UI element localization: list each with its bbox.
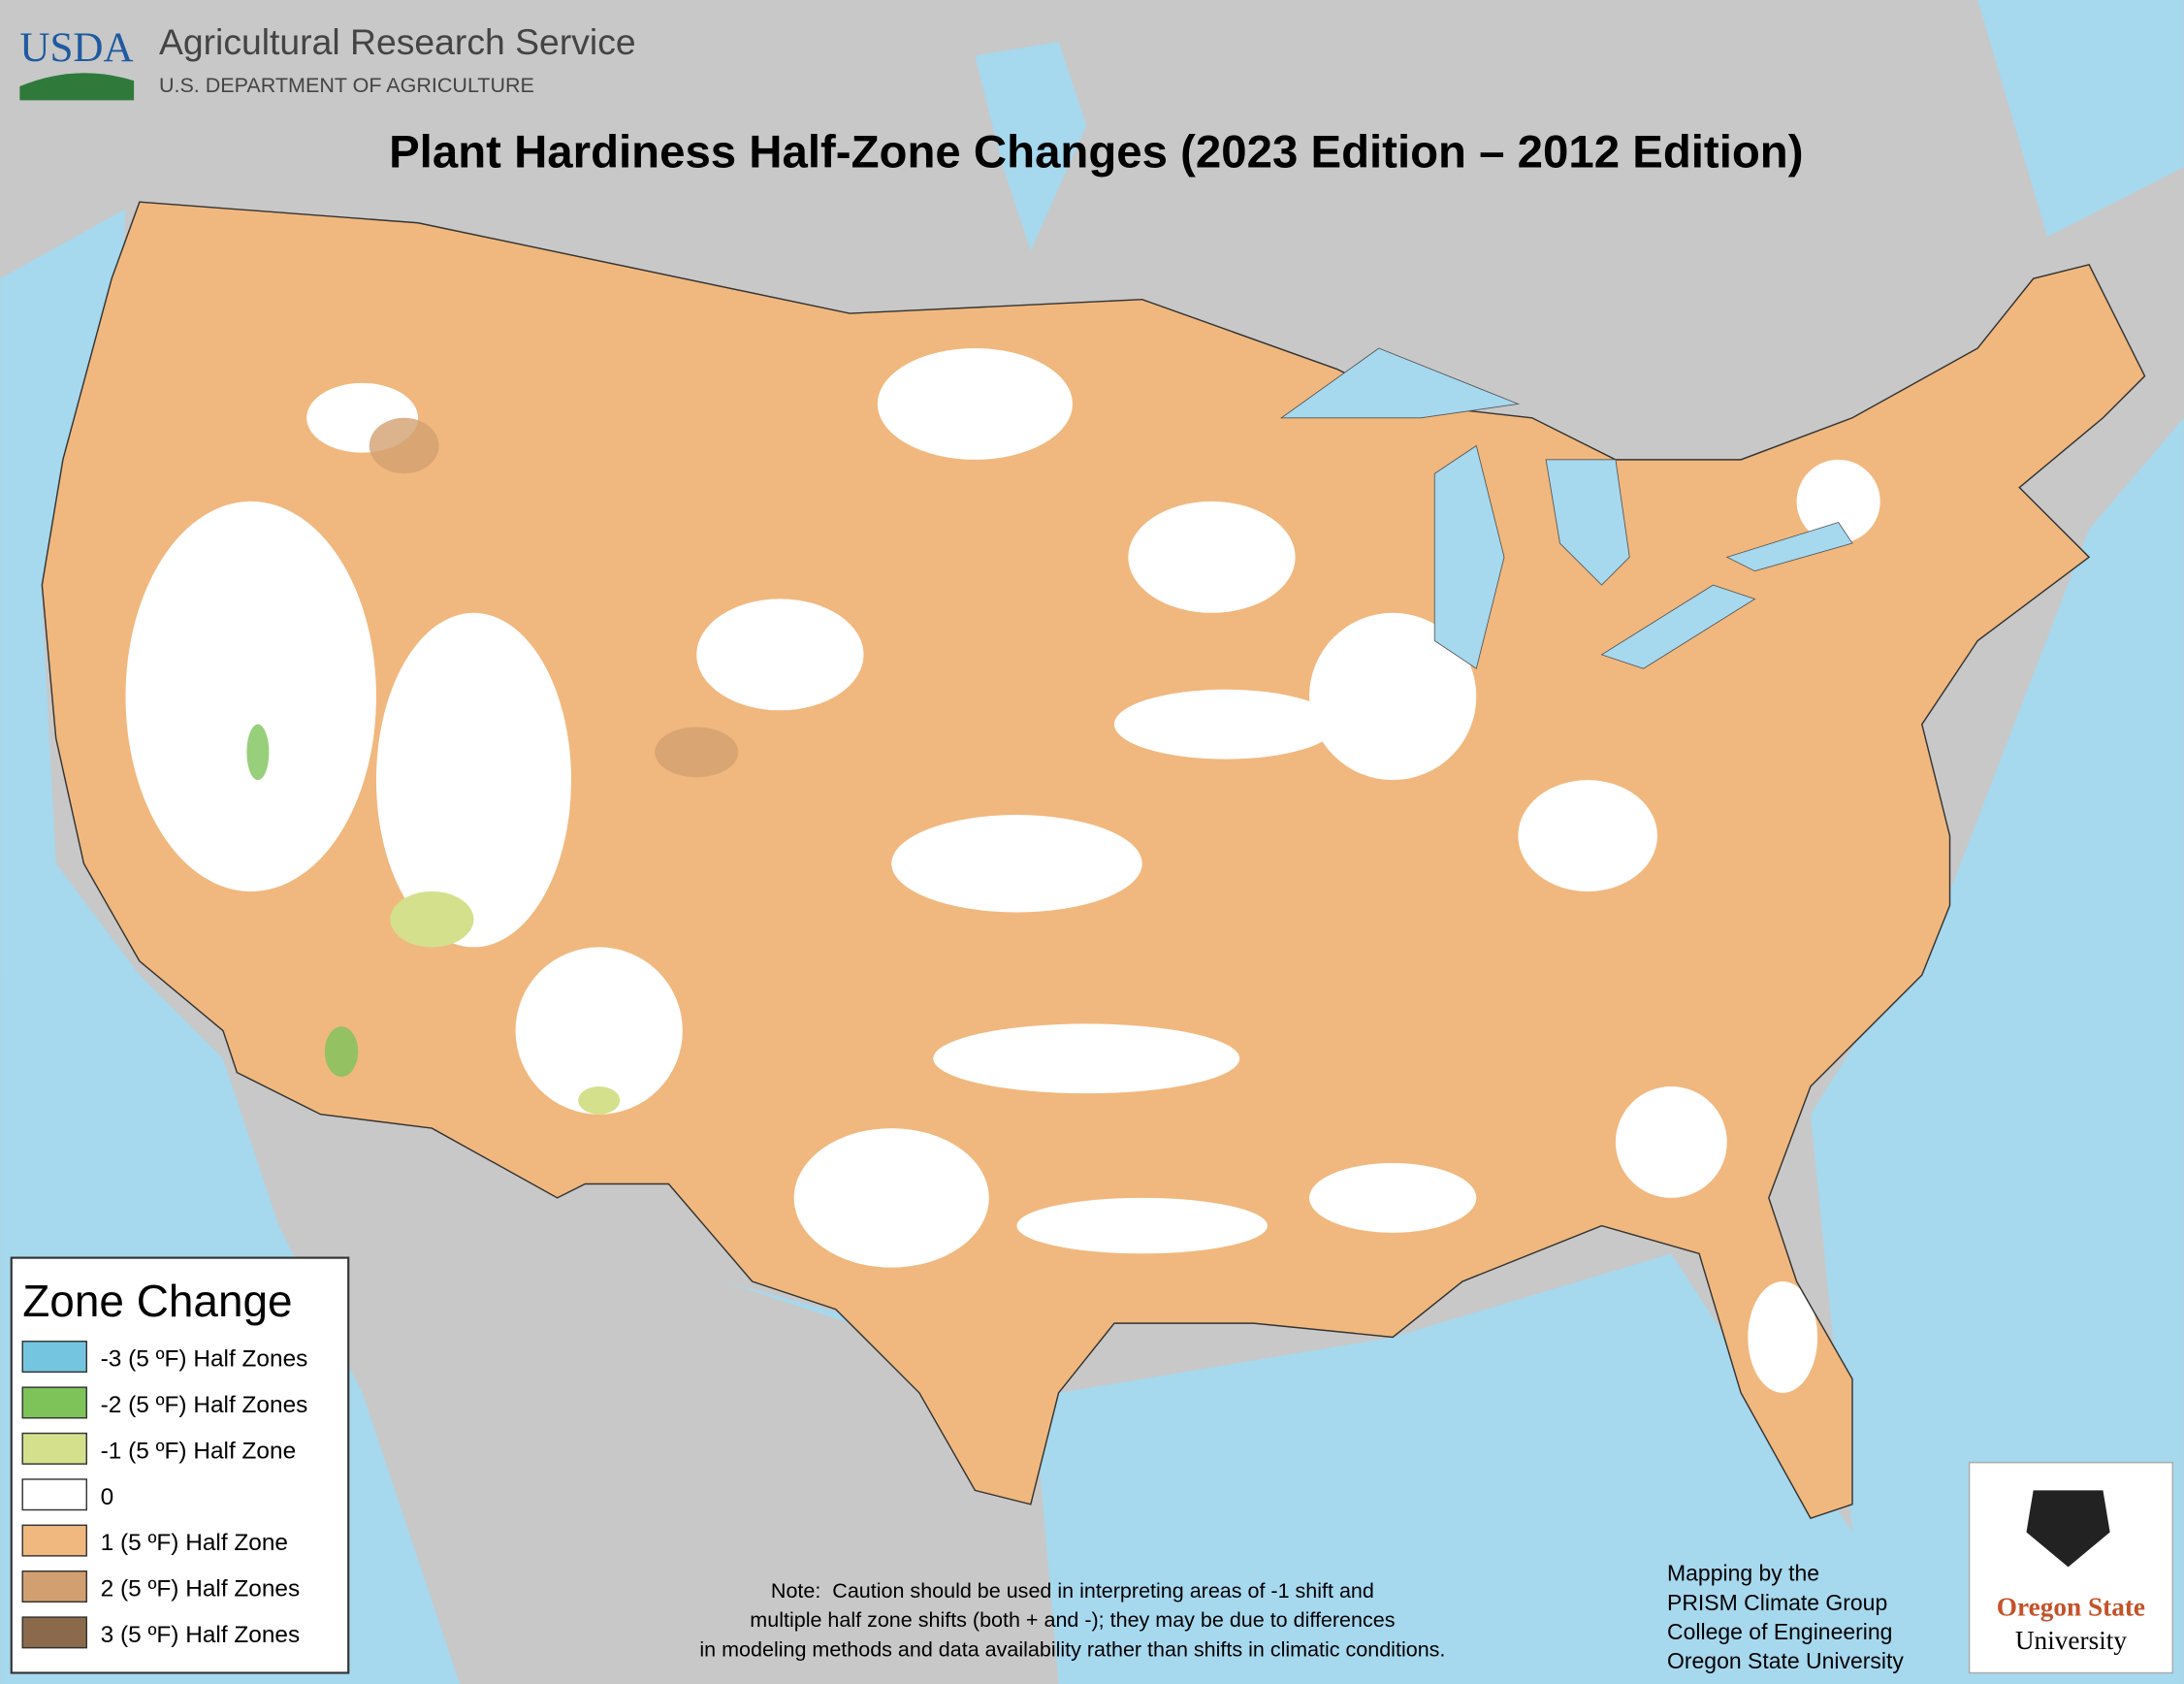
note-line: multiple half zone shifts (both + and -)… bbox=[750, 1608, 1395, 1632]
legend-label: -2 (5 ºF) Half Zones bbox=[101, 1392, 308, 1418]
legend-title: Zone Change bbox=[22, 1276, 292, 1326]
agency-name: Agricultural Research Service bbox=[159, 21, 636, 62]
canadian-lake bbox=[975, 42, 1087, 251]
usda-logo: USDA bbox=[19, 25, 133, 71]
hudson-water bbox=[1977, 0, 2184, 238]
legend-box bbox=[10, 1256, 350, 1674]
legend-swatch bbox=[21, 1524, 88, 1557]
credit-line: Oregon State University bbox=[1667, 1648, 1904, 1673]
university-logo-word: University bbox=[2015, 1626, 2127, 1655]
legend-swatch bbox=[21, 1570, 88, 1603]
zone-minus-one-areas bbox=[390, 891, 621, 1115]
credit-line: College of Engineering bbox=[1667, 1619, 1892, 1644]
legend-label: -1 (5 ºF) Half Zone bbox=[101, 1438, 297, 1464]
university-shield bbox=[2026, 1490, 2110, 1568]
department-name: U.S. DEPARTMENT OF AGRICULTURE bbox=[159, 74, 534, 97]
map-title: Plant Hardiness Half-Zone Changes (2023 … bbox=[389, 126, 1803, 178]
zone-zero-areas bbox=[125, 347, 1880, 1393]
note: Note: Caution should be used in interpre… bbox=[699, 1579, 1445, 1661]
legend-swatch bbox=[21, 1616, 88, 1649]
credit-line: PRISM Climate Group bbox=[1667, 1590, 1887, 1615]
legend-swatch bbox=[21, 1432, 88, 1465]
legend-label: 3 (5 ºF) Half Zones bbox=[101, 1622, 301, 1648]
legend-label: -3 (5 ºF) Half Zones bbox=[101, 1346, 308, 1373]
great-lakes bbox=[1279, 347, 1853, 669]
credit-line: Mapping by the bbox=[1667, 1561, 1819, 1586]
zone-plus-two-areas bbox=[369, 417, 739, 778]
university-logo-name: Oregon State bbox=[1997, 1593, 2145, 1622]
legend-swatch bbox=[21, 1386, 88, 1419]
legend-label: 0 bbox=[101, 1484, 114, 1510]
legend-label: 1 (5 ºF) Half Zone bbox=[101, 1530, 288, 1556]
usda-logo-field bbox=[19, 73, 135, 101]
legend-swatch bbox=[21, 1341, 88, 1374]
note-line: in modeling methods and data availabilit… bbox=[699, 1637, 1445, 1661]
note-line: Note: Caution should be used in interpre… bbox=[771, 1579, 1374, 1603]
legend-swatch bbox=[21, 1478, 88, 1511]
legend-items: -3 (5 ºF) Half Zones -2 (5 ºF) Half Zones… bbox=[21, 1341, 308, 1649]
legend-label: 2 (5 ºF) Half Zones bbox=[101, 1576, 301, 1603]
credits: Mapping by the PRISM Climate Group College… bbox=[1667, 1561, 1904, 1673]
zone-minus-two-areas bbox=[246, 724, 359, 1077]
